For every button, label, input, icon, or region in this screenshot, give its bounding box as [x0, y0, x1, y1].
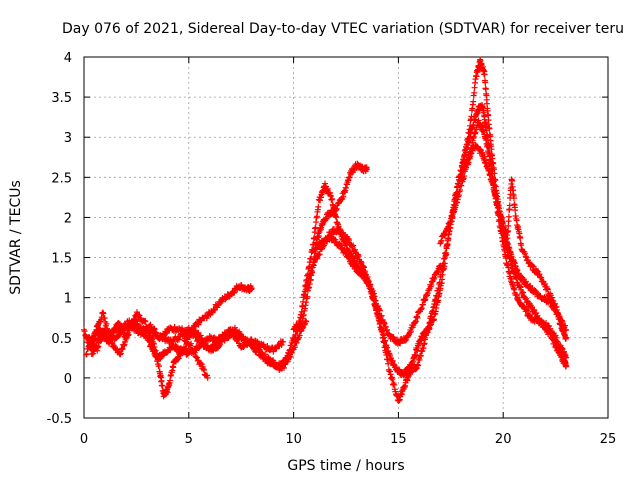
plus-marker [156, 363, 163, 370]
plus-marker [298, 308, 305, 315]
plus-marker [209, 309, 216, 316]
y-tick-label: 1.5 [51, 252, 72, 267]
plus-marker [259, 351, 266, 358]
plus-marker [291, 344, 298, 351]
x-axis-label: GPS time / hours [287, 458, 404, 474]
plus-marker [248, 285, 255, 292]
plus-marker [280, 338, 287, 345]
y-tick-label: 0.5 [51, 332, 72, 347]
x-tick-label: 20 [495, 432, 512, 447]
plus-marker [333, 214, 340, 221]
plus-marker [331, 204, 338, 211]
plus-marker [204, 374, 211, 381]
x-tick-label: 15 [390, 432, 407, 447]
plus-marker [175, 355, 182, 362]
y-tick-label: -0.5 [47, 412, 72, 427]
plus-marker [509, 177, 516, 184]
plus-marker [329, 196, 336, 203]
plus-marker [159, 382, 166, 389]
x-tick-label: 5 [185, 432, 193, 447]
plus-marker [264, 343, 271, 350]
y-tick-label: 3 [64, 131, 72, 146]
plus-marker [116, 332, 123, 339]
y-tick-label: 1 [64, 292, 72, 307]
plus-marker [188, 340, 195, 347]
plus-marker [157, 332, 164, 339]
plot-frame [83, 56, 609, 419]
plus-marker [505, 213, 512, 220]
plus-marker [240, 344, 247, 351]
plus-marker [517, 234, 524, 241]
plus-marker [363, 166, 370, 173]
plus-marker [176, 336, 183, 343]
x-tick-label: 10 [285, 432, 302, 447]
x-tick-label: 25 [600, 432, 617, 447]
x-tick-label: 0 [80, 432, 88, 447]
plus-marker [115, 328, 122, 335]
plus-marker [119, 325, 126, 332]
plus-marker [312, 224, 319, 231]
plus-marker [170, 364, 177, 371]
plus-marker [315, 203, 322, 210]
plus-marker [470, 98, 477, 105]
plus-marker [303, 318, 310, 325]
plus-marker [142, 318, 149, 325]
plus-marker [311, 235, 318, 242]
y-tick-label: 2 [64, 211, 72, 226]
series-track-8 [311, 56, 570, 404]
data-markers [81, 56, 570, 404]
y-tick-label: 2.5 [51, 171, 72, 186]
series-track-1 [81, 282, 255, 358]
y-axis-label: SDTVAR / TECUs [8, 180, 24, 295]
plus-marker [278, 341, 285, 348]
y-tick-label: 0 [64, 372, 72, 387]
axis-ticks: 0 5 10 15 20 25 -0.5 0 0.5 1 1.5 2 2.5 3 3.5 4 [47, 51, 617, 447]
plus-marker [125, 331, 132, 338]
chart-title: Day 076 of 2021, Sidereal Day-to-day VTE… [62, 21, 624, 37]
plus-marker [146, 337, 153, 344]
plus-marker [126, 317, 133, 324]
plus-marker [282, 360, 289, 367]
plus-marker [153, 330, 160, 337]
y-tick-label: 4 [64, 51, 72, 66]
plus-marker [83, 351, 90, 358]
plus-marker [195, 321, 202, 328]
y-tick-label: 3.5 [51, 91, 72, 106]
plus-marker [234, 336, 241, 343]
